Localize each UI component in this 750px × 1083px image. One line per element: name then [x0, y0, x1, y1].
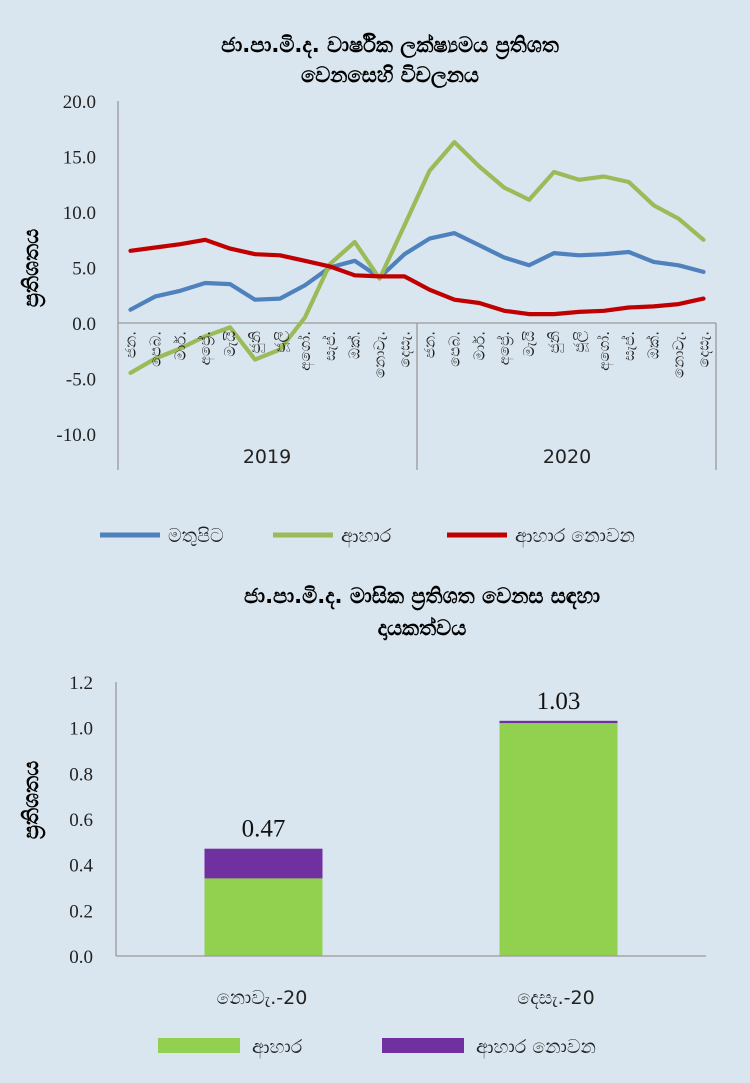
- bar-chart-title-2: දායකත්වය: [378, 616, 467, 641]
- legend-swatch-nonfood-bar: [382, 1038, 464, 1053]
- bar-y-tick-5: 0.2: [69, 901, 93, 922]
- bar-category-nov20: නොවැ.-20: [217, 987, 308, 1009]
- bar-0-series-0: [204, 878, 323, 956]
- bar-chart-y-axis-label: ප්‍රතිශතය: [19, 761, 46, 839]
- month-label-22: නොවැ.: [670, 331, 688, 378]
- line-legend: මතුපිට ආහාර ආහාර නොවන: [100, 525, 635, 548]
- line-chart-title-1: ජා.පා.මි.ද. වාර්ෂික ලක්ෂ්‍යමය ප්‍රතිශත: [221, 33, 559, 60]
- bar-y-tick-2: 0.8: [69, 764, 93, 785]
- bar-y-tick-1: 1.0: [69, 719, 93, 740]
- month-label-15: අප්‍රේ.: [495, 331, 514, 365]
- bar-y-tick-6: 0.0: [69, 947, 93, 968]
- bar-y-tick-labels: 1.2 1.0 0.8 0.6 0.4 0.2 0.0: [69, 673, 93, 968]
- month-label-20: සැප්.: [620, 331, 638, 361]
- legend-label-surface: මතුපිට: [168, 525, 224, 547]
- bar-chart: ජා.පා.මි.ද. මාසික ප්‍රතිශත වෙනස සඳහා දාය…: [19, 584, 706, 1059]
- line-y-tick-6: -10.0: [56, 425, 96, 446]
- legend-label-nonfood: ආහාර නොවන: [515, 525, 635, 548]
- line-y-tick-3: 5.0: [72, 259, 96, 280]
- line-chart-y-axis-label: ප්‍රතිශතය: [19, 229, 46, 307]
- month-label-7: අගෝ.: [296, 331, 315, 371]
- line-y-tick-1: 15.0: [63, 148, 96, 169]
- year-label-2020: 2020: [543, 446, 591, 468]
- line-series-1: [128, 140, 706, 375]
- month-label-4: මැයි: [221, 331, 239, 357]
- month-label-11: දෙසැ.: [396, 331, 414, 368]
- line-y-tick-labels: 20.0 15.0 10.0 5.0 0.0 -5.0 -10.0: [56, 92, 96, 446]
- line-month-labels: ජන. පෙබ. මාර්. අප්‍රේ. මැයි ජුනි ජූලි අගෝ. සැප්.…: [122, 330, 713, 378]
- month-label-10: නොවැ.: [371, 331, 389, 378]
- line-y-tick-4: 0.0: [72, 314, 96, 335]
- legend-label-nonfood-bar: ආහාර නොවන: [476, 1036, 596, 1059]
- line-y-tick-2: 10.0: [63, 203, 96, 224]
- month-label-1: පෙබ.: [146, 331, 164, 367]
- month-label-14: මාර්.: [470, 331, 488, 361]
- bar-0-series-1: [204, 848, 323, 879]
- bar-1-series-1: [499, 720, 618, 724]
- bar-y-tick-4: 0.4: [69, 856, 93, 877]
- bar-y-tick-3: 0.6: [69, 810, 93, 831]
- line-y-tick-0: 20.0: [63, 92, 96, 113]
- month-label-19: අගෝ.: [595, 331, 614, 371]
- line-chart-title-2: වෙනසෙහි විචලනය: [301, 63, 479, 89]
- line-chart-axes: [117, 101, 717, 470]
- month-label-6: ජූලි: [271, 330, 290, 352]
- line-series-0: [128, 231, 706, 312]
- month-label-23: දෙසැ.: [695, 331, 713, 368]
- month-label-0: ජන.: [122, 331, 140, 358]
- legend-label-food-bar: ආහාර: [252, 1036, 303, 1059]
- bar-chart-title-1: ජා.පා.මි.ද. මාසික ප්‍රතිශත වෙනස සඳහා: [244, 584, 600, 611]
- month-label-17: ජුනි: [545, 331, 564, 353]
- line-series-2: [128, 237, 706, 317]
- month-label-18: ජූලි: [570, 330, 589, 352]
- line-y-tick-5: -5.0: [66, 370, 96, 391]
- month-label-12: ජන.: [421, 331, 439, 358]
- bar-total-label-0: 0.47: [242, 816, 286, 843]
- line-chart: ජා.පා.මි.ද. වාර්ෂික ලක්ෂ්‍යමය ප්‍රතිශත ව…: [19, 33, 717, 548]
- bar-total-label-1: 1.03: [537, 688, 581, 715]
- legend-swatch-food-bar: [158, 1038, 240, 1053]
- month-label-9: ඔක්.: [346, 331, 364, 359]
- legend-label-food: ආහාර: [341, 525, 392, 548]
- month-label-21: ඔක්.: [645, 331, 663, 359]
- month-label-3: අප්‍රේ.: [196, 331, 215, 365]
- bar-legend: ආහාර ආහාර නොවන: [158, 1036, 596, 1059]
- bar-category-dec20: දෙසැ.-20: [517, 987, 594, 1009]
- month-label-2: මාර්.: [171, 331, 189, 361]
- month-label-8: සැප්.: [321, 331, 339, 361]
- year-label-2019: 2019: [243, 446, 291, 468]
- line-series-group: [128, 140, 706, 375]
- bar-chart-axes: [115, 682, 706, 957]
- bar-1-series-0: [499, 723, 618, 956]
- month-label-16: මැයි: [520, 331, 538, 357]
- bar-y-tick-0: 1.2: [69, 673, 93, 694]
- month-label-5: ජුනි: [246, 331, 265, 353]
- bar-series-group: 0.47 1.03: [204, 688, 618, 956]
- month-label-13: පෙබ.: [445, 331, 463, 367]
